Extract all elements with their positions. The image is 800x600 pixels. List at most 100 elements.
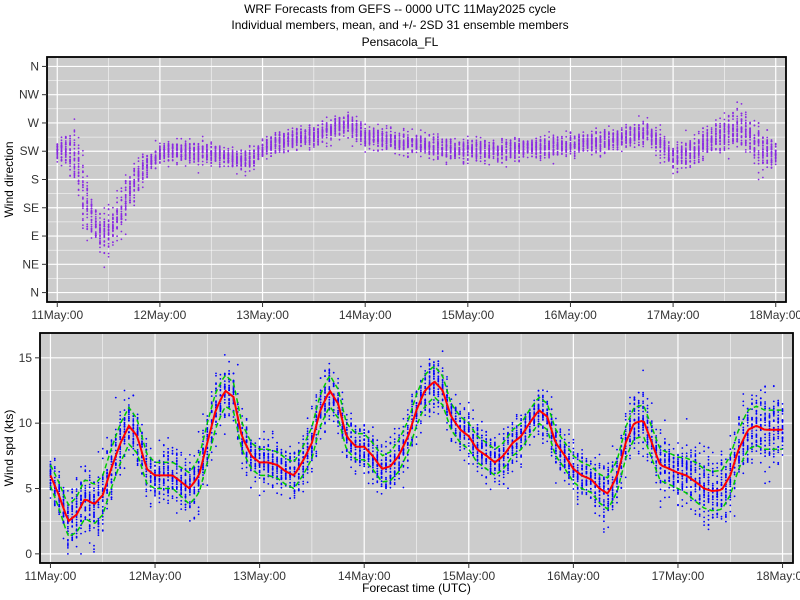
direction-point — [137, 178, 140, 181]
direction-point — [715, 135, 717, 138]
direction-point — [394, 135, 396, 138]
direction-point — [556, 143, 559, 146]
direction-point — [672, 157, 674, 160]
direction-point — [501, 151, 503, 154]
direction-point — [608, 143, 610, 146]
direction-point — [432, 153, 435, 156]
direction-point — [188, 146, 191, 149]
direction-point — [407, 130, 409, 133]
direction-point — [552, 141, 555, 144]
direction-point — [248, 165, 251, 168]
direction-point — [330, 128, 332, 131]
direction-point — [676, 147, 679, 150]
direction-point — [103, 220, 106, 223]
direction-point — [64, 147, 67, 150]
direction-point — [201, 135, 204, 138]
direction-point — [133, 183, 136, 185]
direction-point — [659, 150, 662, 152]
direction-point — [441, 148, 444, 150]
direction-point — [595, 132, 597, 135]
direction-point — [321, 123, 324, 125]
direction-point — [287, 136, 290, 139]
direction-point — [732, 128, 734, 130]
direction-point — [419, 135, 422, 138]
direction-point — [727, 139, 730, 141]
direction-point — [561, 146, 563, 149]
direction-point — [492, 157, 495, 160]
direction-point — [475, 143, 478, 146]
direction-point — [603, 134, 606, 136]
direction-point — [86, 223, 89, 226]
direction-point — [99, 241, 101, 244]
direction-point — [501, 137, 503, 140]
direction-point — [565, 142, 568, 144]
direction-point — [73, 154, 76, 157]
direction-point — [278, 133, 281, 136]
direction-point — [103, 223, 106, 225]
direction-point — [565, 130, 568, 133]
direction-point — [304, 130, 307, 133]
direction-point — [231, 165, 234, 168]
direction-point — [184, 146, 187, 149]
direction-point — [334, 118, 337, 121]
direction-point — [449, 157, 452, 160]
direction-point — [124, 193, 127, 196]
direction-point — [193, 149, 196, 151]
direction-point — [612, 138, 615, 141]
direction-point — [171, 159, 174, 162]
direction-point — [265, 143, 268, 146]
direction-point — [167, 154, 170, 157]
direction-point — [317, 128, 319, 131]
direction-point — [283, 151, 285, 154]
direction-point — [680, 149, 683, 152]
direction-point — [112, 235, 114, 237]
direction-point — [231, 146, 234, 149]
direction-point — [240, 163, 243, 166]
direction-point — [479, 155, 482, 158]
direction-point — [150, 163, 153, 166]
direction-point — [283, 141, 285, 144]
direction-point — [236, 160, 238, 163]
direction-point — [214, 159, 217, 162]
direction-point — [702, 143, 704, 146]
direction-point — [655, 147, 657, 149]
direction-point — [201, 151, 204, 154]
direction-point — [462, 150, 465, 152]
direction-point — [702, 150, 704, 153]
direction-point — [291, 135, 294, 138]
direction-point — [308, 139, 311, 142]
direction-point — [505, 166, 508, 168]
direction-point — [253, 149, 255, 152]
direction-point — [522, 155, 525, 158]
direction-point — [484, 145, 486, 147]
direction-point — [261, 147, 264, 149]
direction-point — [300, 125, 302, 127]
direction-point — [287, 133, 290, 136]
direction-point — [99, 223, 101, 226]
direction-point — [642, 136, 645, 139]
direction-point — [667, 145, 670, 147]
direction-point — [90, 203, 93, 206]
direction-point — [663, 135, 666, 138]
direction-point — [137, 184, 140, 186]
direction-point — [616, 133, 619, 135]
direction-point — [206, 146, 208, 149]
direction-point — [633, 135, 636, 138]
direction-point — [616, 148, 619, 151]
direction-point — [103, 225, 106, 228]
direction-point — [539, 149, 542, 151]
direction-point — [176, 149, 178, 152]
direction-point — [710, 144, 713, 147]
direction-point — [137, 157, 140, 159]
direction-point — [479, 145, 482, 148]
direction-point — [317, 135, 319, 138]
direction-point — [325, 131, 328, 134]
direction-point — [561, 140, 563, 143]
direction-point — [398, 147, 401, 149]
direction-point — [364, 151, 367, 153]
direction-point — [129, 201, 131, 204]
direction-point — [355, 135, 358, 138]
direction-point — [428, 134, 431, 137]
direction-point — [291, 130, 294, 132]
direction-point — [578, 151, 580, 153]
